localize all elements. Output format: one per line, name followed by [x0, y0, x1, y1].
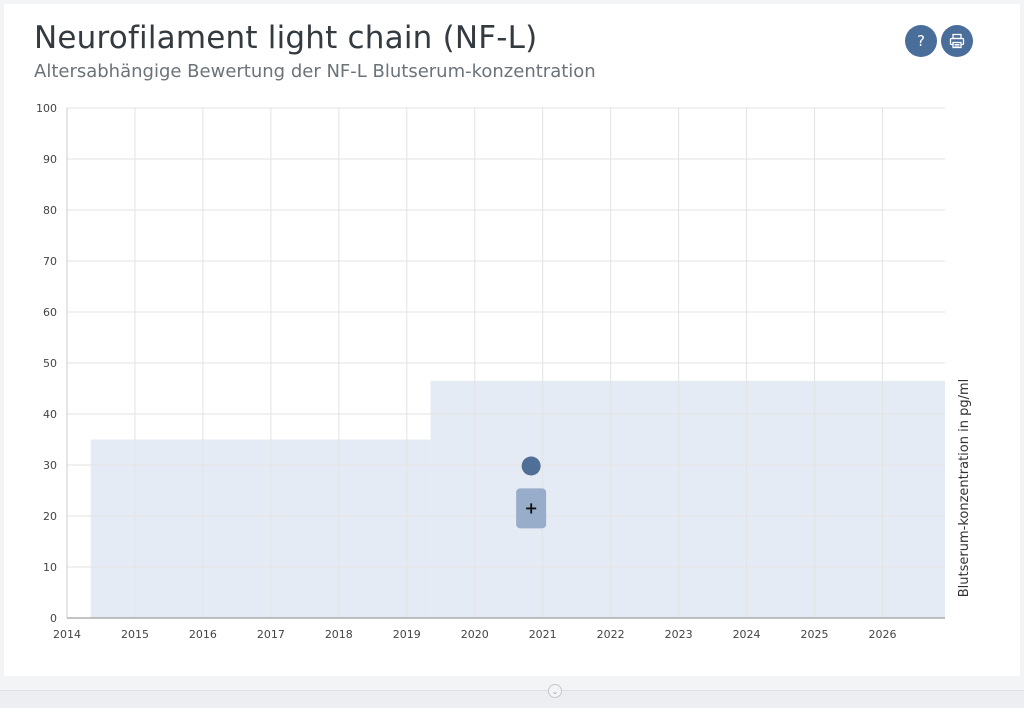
x-tick-label: 2024	[733, 628, 761, 641]
page-subtitle: Altersabhängige Bewertung der NF-L Bluts…	[34, 61, 596, 82]
plus-icon: +	[524, 498, 537, 517]
y-tick-label: 10	[43, 561, 57, 574]
x-tick-label: 2025	[801, 628, 829, 641]
x-tick-label: 2023	[665, 628, 693, 641]
y-tick-label: 90	[43, 153, 57, 166]
chevron-down-icon: ⌄	[551, 686, 559, 696]
x-tick-label: 2015	[121, 628, 149, 641]
x-tick-label: 2014	[53, 628, 81, 641]
x-tick-label: 2020	[461, 628, 489, 641]
x-tick-label: 2017	[257, 628, 285, 641]
nfl-chart: 0 10 20 30 40 50 60 70 80 90 100 2014 2015 2016 2017 20…	[36, 102, 972, 641]
help-button[interactable]: ?	[905, 25, 937, 57]
y-tick-label: 100	[36, 102, 57, 115]
page-title: Neurofilament light chain (NF-L)	[34, 20, 538, 56]
printer-icon	[949, 33, 965, 49]
x-tick-label: 2022	[597, 628, 625, 641]
y-tick-label: 30	[43, 459, 57, 472]
reference-band	[430, 380, 945, 618]
x-tick-label: 2021	[529, 628, 557, 641]
question-icon: ?	[917, 32, 925, 50]
scroll-down-handle[interactable]: ⌄	[548, 684, 562, 698]
x-tick-label: 2019	[393, 628, 421, 641]
print-button[interactable]	[941, 25, 973, 57]
y-tick-label: 60	[43, 306, 57, 319]
add-measurement-button[interactable]	[516, 488, 547, 529]
y-tick-label: 40	[43, 408, 57, 421]
reference-band	[90, 439, 431, 618]
y-axis-label: Blutserum-konzentration in pg/ml	[957, 379, 972, 597]
y-tick-label: 0	[50, 612, 57, 625]
y-tick-label: 80	[43, 204, 57, 217]
y-tick-label: 20	[43, 510, 57, 523]
data-point[interactable]	[521, 456, 541, 476]
bottom-scroll-bar	[0, 690, 1024, 708]
y-tick-label: 50	[43, 357, 57, 370]
x-tick-label: 2026	[868, 628, 896, 641]
x-tick-label: 2018	[325, 628, 353, 641]
y-tick-label: 70	[43, 255, 57, 268]
x-tick-label: 2016	[189, 628, 217, 641]
